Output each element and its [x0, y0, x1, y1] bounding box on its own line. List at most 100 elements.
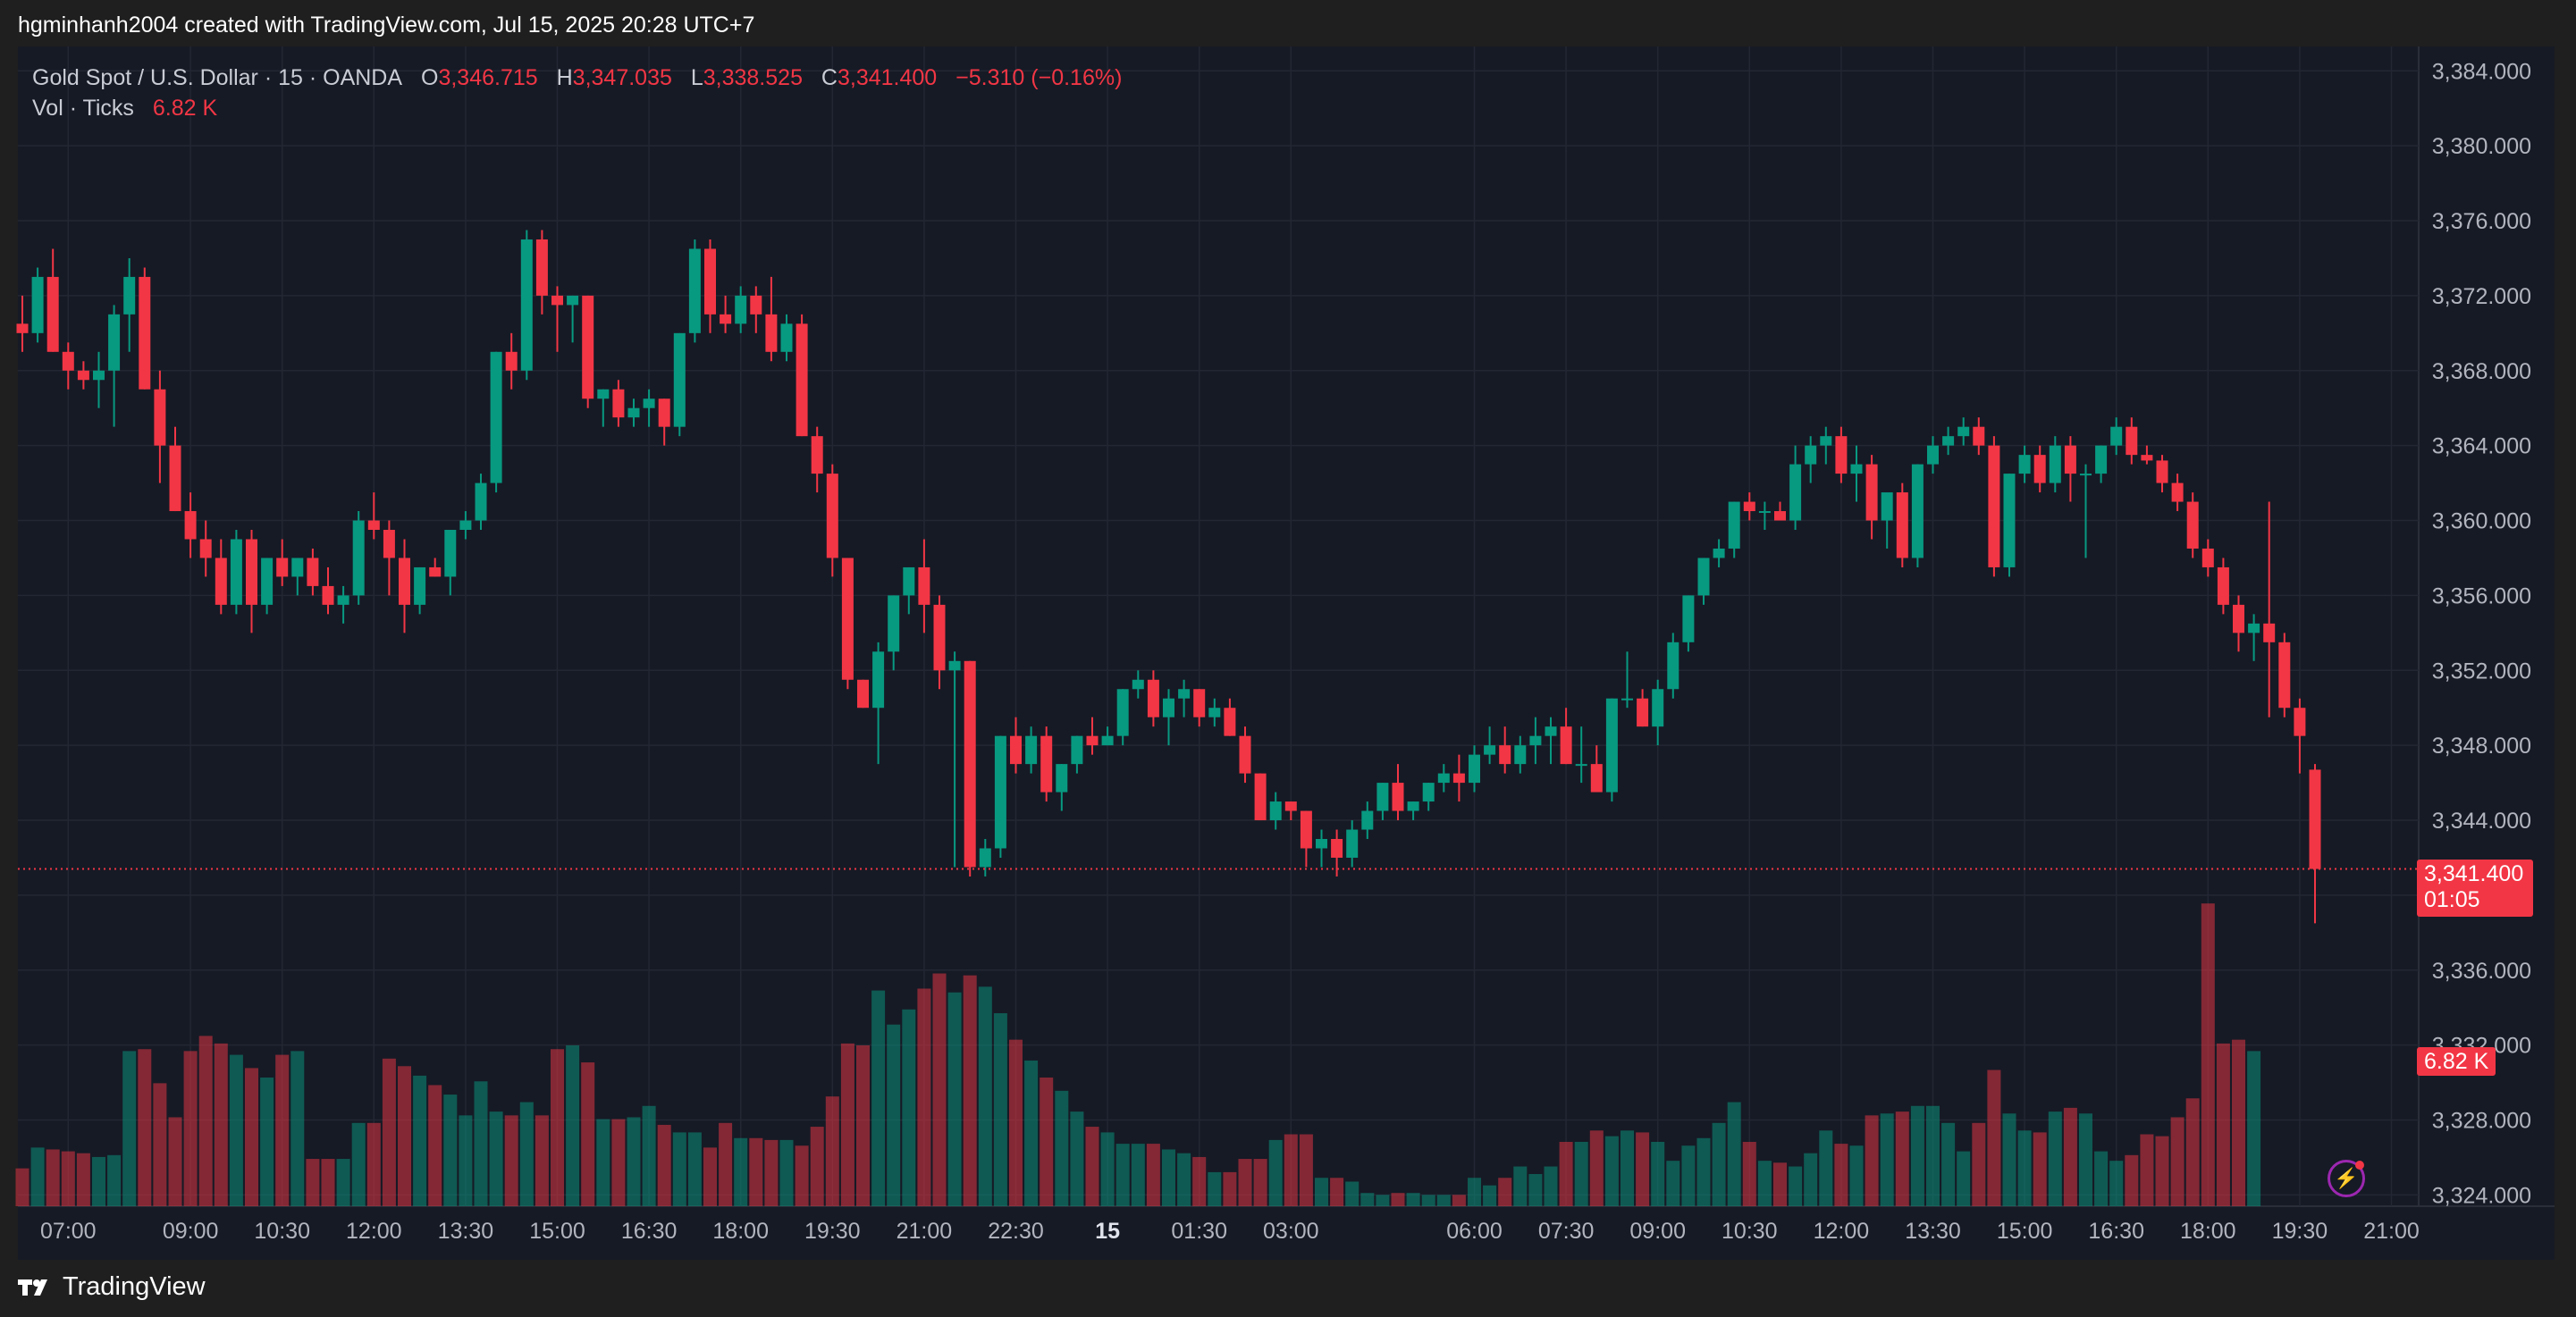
- candle[interactable]: [1835, 426, 1848, 483]
- candle[interactable]: [688, 239, 701, 343]
- candle[interactable]: [1116, 689, 1129, 746]
- candle[interactable]: [261, 558, 274, 615]
- candle[interactable]: [383, 520, 395, 596]
- candle[interactable]: [780, 314, 793, 362]
- candle[interactable]: [1132, 670, 1144, 699]
- candle[interactable]: [2171, 474, 2184, 512]
- candle[interactable]: [1239, 726, 1251, 784]
- tradingview-brand[interactable]: TradingView: [18, 1272, 206, 1302]
- candle[interactable]: [2263, 501, 2276, 717]
- candle[interactable]: [307, 548, 319, 596]
- candle[interactable]: [1193, 689, 1206, 727]
- candle[interactable]: [1758, 501, 1771, 531]
- candle[interactable]: [276, 539, 289, 586]
- candle[interactable]: [1560, 708, 1572, 765]
- candle[interactable]: [367, 492, 380, 540]
- candle[interactable]: [77, 361, 89, 390]
- candle[interactable]: [948, 651, 961, 868]
- candle[interactable]: [1437, 764, 1450, 793]
- candle[interactable]: [1865, 455, 1878, 540]
- candle[interactable]: [1056, 764, 1068, 811]
- candle[interactable]: [414, 566, 426, 615]
- candle[interactable]: [1086, 717, 1099, 755]
- candle[interactable]: [1743, 492, 1755, 521]
- candle[interactable]: [1269, 792, 1282, 830]
- candle[interactable]: [1988, 436, 2000, 577]
- candle[interactable]: [1911, 464, 1924, 567]
- candle[interactable]: [2003, 474, 2016, 577]
- candle[interactable]: [2080, 464, 2092, 558]
- candle[interactable]: [1529, 717, 1542, 765]
- candle[interactable]: [704, 239, 716, 333]
- candle[interactable]: [2186, 492, 2199, 558]
- candle[interactable]: [2278, 633, 2291, 717]
- candle[interactable]: [1927, 436, 1939, 474]
- candle[interactable]: [199, 520, 212, 577]
- candle[interactable]: [1484, 726, 1496, 765]
- candle[interactable]: [643, 389, 655, 427]
- candle[interactable]: [994, 735, 1006, 858]
- candle[interactable]: [1392, 764, 1404, 821]
- candle[interactable]: [872, 642, 885, 765]
- candle[interactable]: [490, 351, 502, 493]
- candle[interactable]: [169, 426, 181, 512]
- candle[interactable]: [93, 351, 105, 408]
- candle[interactable]: [322, 566, 334, 615]
- candle[interactable]: [1316, 829, 1327, 868]
- candle[interactable]: [658, 398, 670, 446]
- candle[interactable]: [888, 595, 900, 671]
- candle[interactable]: [2126, 417, 2138, 465]
- candle[interactable]: [154, 370, 166, 483]
- volume-label[interactable]: Vol · Ticks: [32, 96, 134, 121]
- candle[interactable]: [1208, 698, 1221, 727]
- candle[interactable]: [1514, 735, 1527, 774]
- candle[interactable]: [612, 380, 625, 427]
- candle[interactable]: [2095, 445, 2108, 483]
- candle[interactable]: [1284, 801, 1297, 821]
- candle[interactable]: [673, 332, 686, 437]
- candle[interactable]: [2217, 558, 2229, 615]
- candle[interactable]: [1881, 492, 1893, 549]
- candle[interactable]: [1789, 445, 1802, 531]
- candle[interactable]: [551, 286, 563, 352]
- candle[interactable]: [2049, 436, 2061, 493]
- candle[interactable]: [1590, 745, 1603, 793]
- price-chart[interactable]: 3,384.000 3,380.000 3,376.000 3,372.000 3,36…: [0, 0, 2576, 1260]
- candle[interactable]: [567, 295, 579, 343]
- candle[interactable]: [1224, 698, 1236, 736]
- candle[interactable]: [1575, 726, 1587, 784]
- candle[interactable]: [1300, 810, 1312, 868]
- candle[interactable]: [535, 230, 548, 315]
- candle[interactable]: [1652, 679, 1664, 746]
- candle[interactable]: [1422, 783, 1435, 811]
- candle[interactable]: [826, 464, 838, 577]
- candle[interactable]: [1942, 426, 1955, 456]
- candle[interactable]: [597, 389, 610, 427]
- candle[interactable]: [857, 679, 869, 709]
- candle[interactable]: [215, 539, 227, 615]
- candle[interactable]: [933, 595, 946, 690]
- candle[interactable]: [2233, 595, 2244, 652]
- candle[interactable]: [841, 558, 854, 690]
- candle[interactable]: [291, 558, 304, 596]
- candle[interactable]: [1346, 820, 1359, 868]
- candle[interactable]: [444, 530, 457, 596]
- candle[interactable]: [1452, 754, 1465, 802]
- candle[interactable]: [1469, 745, 1480, 793]
- candle[interactable]: [1896, 482, 1908, 567]
- candle[interactable]: [2110, 417, 2123, 456]
- candle[interactable]: [1254, 773, 1267, 821]
- candle[interactable]: [1407, 801, 1419, 821]
- candle[interactable]: [2309, 764, 2321, 924]
- candle[interactable]: [520, 230, 533, 381]
- candle[interactable]: [2201, 539, 2214, 577]
- candle[interactable]: [1545, 717, 1557, 765]
- candle[interactable]: [1376, 783, 1389, 821]
- candle[interactable]: [1071, 735, 1083, 774]
- candle[interactable]: [1667, 633, 1679, 699]
- candle[interactable]: [1774, 501, 1786, 521]
- candle[interactable]: [108, 305, 121, 427]
- candle[interactable]: [16, 295, 29, 352]
- candle[interactable]: [1010, 717, 1022, 774]
- candle[interactable]: [230, 530, 242, 615]
